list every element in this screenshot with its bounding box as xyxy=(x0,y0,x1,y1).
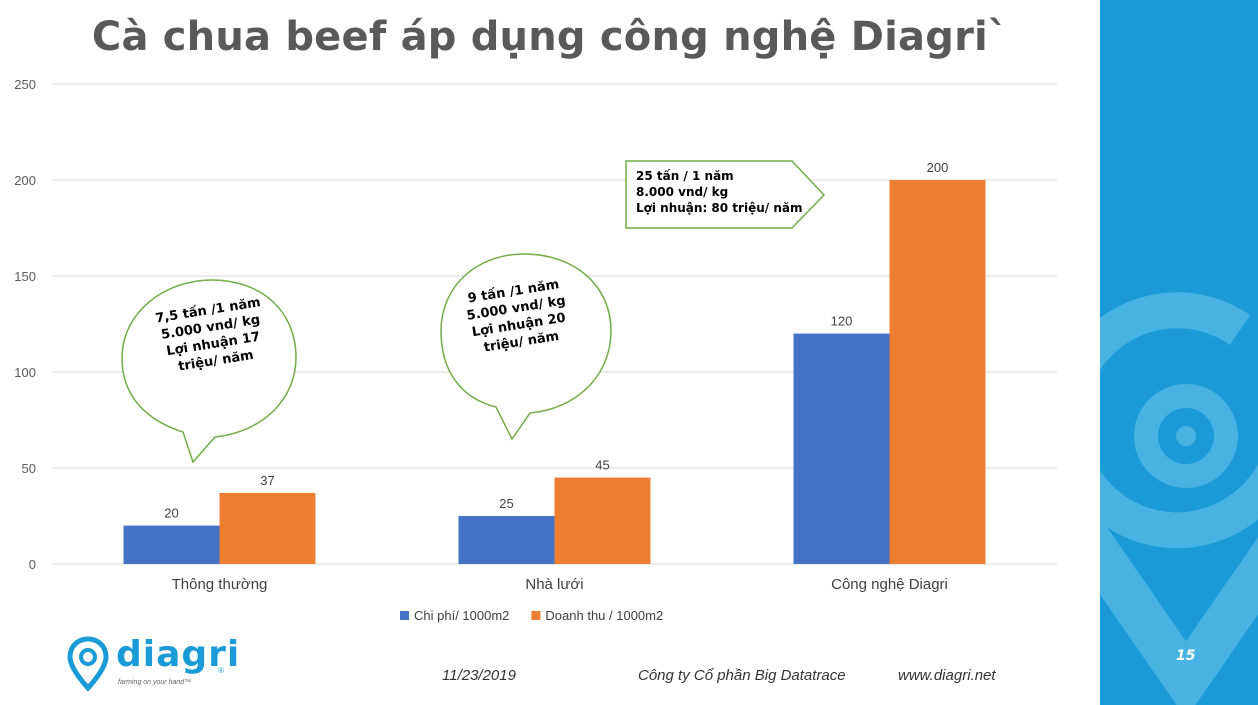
x-category-label: Công nghệ Diagri xyxy=(831,576,948,593)
data-label: 45 xyxy=(595,458,609,473)
callout-text-cong-nghe-diagri: 25 tấn / 1 năm 8.000 vnd/ kg Lợi nhuận: … xyxy=(636,169,803,215)
logo-registered-mark: ® xyxy=(218,666,224,675)
page-number: 15 xyxy=(1176,648,1196,664)
diagri-logo: diagri ® farming on your hand™ xyxy=(66,634,239,692)
bar xyxy=(554,477,651,564)
legend-label: Chi phí/ 1000m2 xyxy=(414,608,509,623)
footer-company: Công ty Cổ phần Big Datatrace xyxy=(638,667,846,684)
y-tick-label: 200 xyxy=(14,173,36,188)
footer-date: 11/23/2019 xyxy=(442,667,516,684)
location-pin-icon xyxy=(67,636,109,692)
legend-swatch xyxy=(531,611,541,620)
bar xyxy=(889,180,986,564)
y-tick-label: 250 xyxy=(14,77,36,92)
y-tick-label: 50 xyxy=(22,461,36,476)
chart-labels: 0 50 100 150 200 250 20 37 Thông thường 25 45 Nhà l… xyxy=(14,77,948,593)
data-label: 200 xyxy=(927,160,949,175)
data-label: 120 xyxy=(831,314,853,329)
legend-label: Doanh thu / 1000m2 xyxy=(545,608,663,623)
speech-bubble xyxy=(121,279,297,464)
y-tick-label: 0 xyxy=(29,557,36,572)
legend-swatch xyxy=(400,611,409,620)
bar xyxy=(458,516,555,564)
chart-legend: Chi phí/ 1000m2 Doanh thu / 1000m2 xyxy=(400,608,663,623)
chart-bars xyxy=(123,180,986,564)
bar xyxy=(123,525,220,564)
data-label: 25 xyxy=(499,496,513,511)
data-label: 37 xyxy=(260,473,274,488)
y-tick-label: 100 xyxy=(14,365,36,380)
speech-bubble xyxy=(440,253,612,441)
bar xyxy=(219,492,316,564)
y-tick-label: 150 xyxy=(14,269,36,284)
slide-title: Cà chua beef áp dụng công nghệ Diagri` xyxy=(91,14,1009,60)
footer-website: www.diagri.net xyxy=(898,667,996,684)
chart-callouts xyxy=(121,160,826,464)
side-decoration-panel xyxy=(1100,0,1258,705)
logo-wordmark: diagri xyxy=(116,634,241,675)
arrow-callout xyxy=(625,160,826,229)
x-category-label: Nhà lưới xyxy=(525,576,583,593)
logo-tagline: farming on your hand™ xyxy=(118,679,192,686)
x-category-label: Thông thường xyxy=(172,576,268,593)
data-label: 20 xyxy=(164,506,178,521)
bar-chart: 0 50 100 150 200 250 20 37 Thông thường 25 45 Nhà l… xyxy=(14,77,1057,623)
bar xyxy=(793,333,890,564)
